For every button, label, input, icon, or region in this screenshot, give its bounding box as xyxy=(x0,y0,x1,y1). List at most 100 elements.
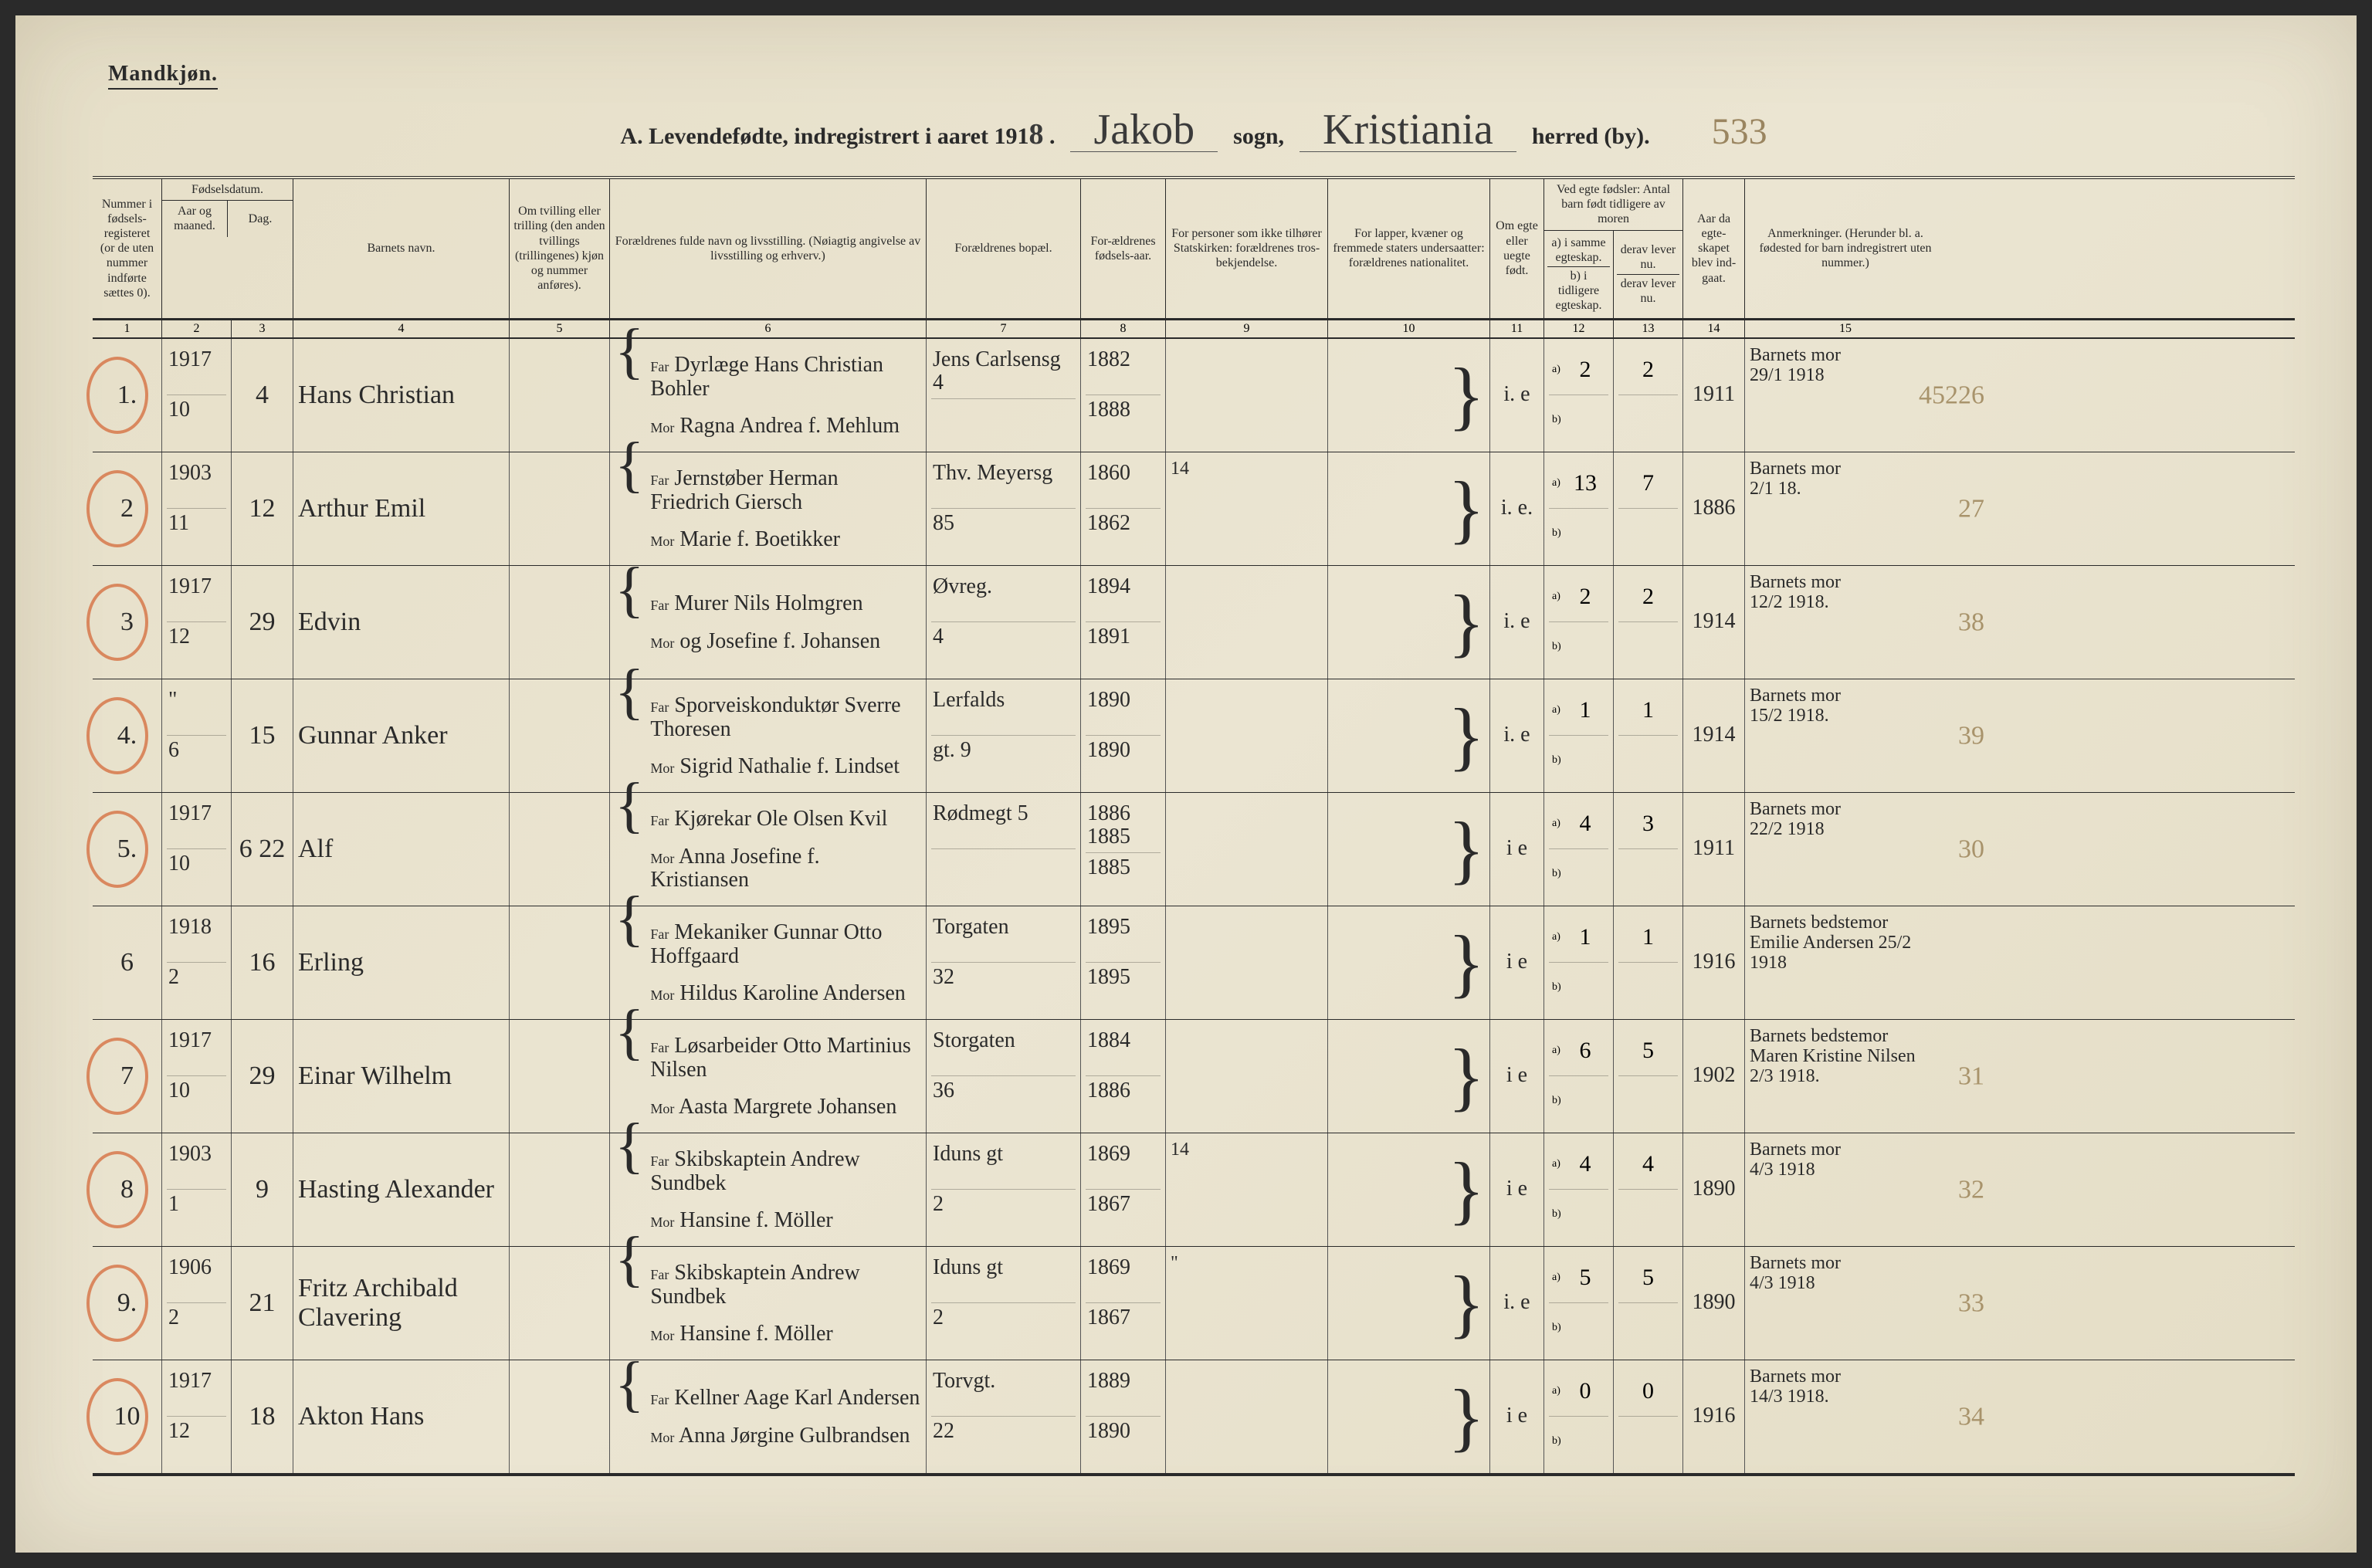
row-number: 8 xyxy=(93,1133,162,1246)
prior-children-living: 0 xyxy=(1614,1360,1683,1473)
legitimacy: i e xyxy=(1490,793,1544,906)
prior-children-same: a)1b) xyxy=(1544,679,1614,792)
col-num: 13 xyxy=(1614,320,1683,337)
parent-birth-years: 18951895 xyxy=(1081,906,1166,1019)
legitimacy: i. e xyxy=(1490,339,1544,452)
parent-birth-years: 18691867 xyxy=(1081,1133,1166,1246)
red-circle-icon xyxy=(86,1151,148,1228)
birth-day: 4 xyxy=(232,339,293,452)
birth-year-month: 190311 xyxy=(162,452,232,565)
faith-cell xyxy=(1166,339,1328,452)
birth-day: 9 xyxy=(232,1133,293,1246)
prior-children-living: 1 xyxy=(1614,679,1683,792)
margin-annotation: 45226 xyxy=(1919,381,1984,409)
parent-birth-years: 18841886 xyxy=(1081,1020,1166,1133)
nationality-cell: } xyxy=(1328,906,1490,1019)
legitimacy: i e xyxy=(1490,1360,1544,1473)
birth-day: 29 xyxy=(232,566,293,679)
table-row: 4."615Gunnar Anker{Far Sporveiskonduktør… xyxy=(93,679,2295,793)
nationality-cell: } xyxy=(1328,339,1490,452)
row-number: 4. xyxy=(93,679,162,792)
margin-annotation: 31 xyxy=(1958,1062,1984,1090)
row-number: 5. xyxy=(93,793,162,906)
red-circle-icon xyxy=(86,697,148,774)
twin-cell xyxy=(510,679,610,792)
faith-cell xyxy=(1166,566,1328,679)
marriage-year: 1886 xyxy=(1683,452,1745,565)
legitimacy: i. e xyxy=(1490,566,1544,679)
faith-cell: " xyxy=(1166,1247,1328,1360)
residence: Torgaten32 xyxy=(927,906,1081,1019)
table-row: 8190319Hasting Alexander {Far Skibskaptei… xyxy=(93,1133,2295,1247)
table-row: 1019171218Akton Hans{Far Kellner Aage Ka… xyxy=(93,1360,2295,1474)
parents-cell: {Far Kellner Aage Karl AndersenMor Anna … xyxy=(610,1360,927,1473)
birth-year-month: 191710 xyxy=(162,339,232,452)
birth-year-month: 191710 xyxy=(162,793,232,906)
row-number: 7 xyxy=(93,1020,162,1133)
prior-children-living: 5 xyxy=(1614,1020,1683,1133)
child-name: Fritz Archibald Clavering xyxy=(293,1247,510,1360)
page-number: 533 xyxy=(1712,110,1767,153)
residence: Thv. Meyersg85 xyxy=(927,452,1081,565)
birth-year-month: 19031 xyxy=(162,1133,232,1246)
remarks: Barnets bedstemorEmilie Andersen 25/2 19… xyxy=(1745,906,1946,1019)
nationality-cell: } xyxy=(1328,1133,1490,1246)
residence: Iduns gt2 xyxy=(927,1133,1081,1246)
birth-day: 6 22 xyxy=(232,793,293,906)
birth-day: 15 xyxy=(232,679,293,792)
prior-children-living: 2 xyxy=(1614,566,1683,679)
hdr-nationality: For lapper, kvæner og fremmede staters u… xyxy=(1328,179,1490,318)
red-circle-icon xyxy=(86,357,148,434)
hdr-remarks: Anmerkninger. (Herunder bl. a. fødested … xyxy=(1745,179,1946,318)
hdr-12b: b) i tidligere egteskap. xyxy=(1547,267,1610,315)
twin-cell xyxy=(510,793,610,906)
remarks: Barnets mor14/3 1918.34 xyxy=(1745,1360,1946,1473)
prior-children-same: a)13b) xyxy=(1544,452,1614,565)
birth-year-month: 19182 xyxy=(162,906,232,1019)
table-row: 319171229Edvin{Far Murer Nils HolmgrenMo… xyxy=(93,566,2295,679)
parents-cell: {Far Kjørekar Ole Olsen KvilMor Anna Jos… xyxy=(610,793,927,906)
hdr-name: Barnets navn. xyxy=(293,179,510,318)
legitimacy: i e xyxy=(1490,906,1544,1019)
marriage-year: 1916 xyxy=(1683,906,1745,1019)
nationality-cell: } xyxy=(1328,1360,1490,1473)
twin-cell xyxy=(510,1020,610,1133)
col-num: 5 xyxy=(510,320,610,337)
birth-year-month: 191712 xyxy=(162,1360,232,1473)
table-row: 5.1917106 22Alf {Far Kjørekar Ole Olsen K… xyxy=(93,793,2295,906)
legitimacy: i. e xyxy=(1490,1247,1544,1360)
child-name: Alf xyxy=(293,793,510,906)
parent-birth-years: 1886 18851885 xyxy=(1081,793,1166,906)
residence: Lerfaldsgt. 9 xyxy=(927,679,1081,792)
child-name: Hasting Alexander xyxy=(293,1133,510,1246)
red-circle-icon xyxy=(86,811,148,888)
parents-cell: {Far Skibskaptein Andrew SundbekMor Hans… xyxy=(610,1247,927,1360)
column-number-row: 123456789101112131415 xyxy=(93,320,2295,339)
title-line: A. Levendefødte, indregistrert i aaret 1… xyxy=(93,108,2295,153)
hdr-legit: Om egte eller uegte født. xyxy=(1490,179,1544,318)
twin-cell xyxy=(510,566,610,679)
margin-annotation: 34 xyxy=(1958,1402,1984,1431)
faith-cell xyxy=(1166,1360,1328,1473)
child-name: Erling xyxy=(293,906,510,1019)
remarks: Barnets mor2/1 18.27 xyxy=(1745,452,1946,565)
col-num: 7 xyxy=(927,320,1081,337)
prior-children-living: 3 xyxy=(1614,793,1683,906)
birth-year-month: 191712 xyxy=(162,566,232,679)
birth-year-month: "6 xyxy=(162,679,232,792)
child-name: Gunnar Anker xyxy=(293,679,510,792)
prior-children-same: a)4b) xyxy=(1544,793,1614,906)
table-row: 1.1917104Hans Christian{Far Dyrlæge Hans… xyxy=(93,339,2295,452)
prior-children-same: a)4b) xyxy=(1544,1133,1614,1246)
red-circle-icon xyxy=(86,470,148,547)
parents-cell: {Far Mekaniker Gunnar Otto HoffgaardMor … xyxy=(610,906,927,1019)
red-circle-icon xyxy=(86,1378,148,1455)
nationality-cell: } xyxy=(1328,679,1490,792)
parents-cell: {Far Skibskaptein Andrew SundbekMor Hans… xyxy=(610,1133,927,1246)
child-name: Einar Wilhelm xyxy=(293,1020,510,1133)
hdr-13b: derav lever nu. xyxy=(1617,275,1679,307)
margin-annotation: 32 xyxy=(1958,1175,1984,1204)
rows-container: 1.1917104Hans Christian{Far Dyrlæge Hans… xyxy=(93,339,2295,1474)
birth-year-month: 191710 xyxy=(162,1020,232,1133)
twin-cell xyxy=(510,339,610,452)
